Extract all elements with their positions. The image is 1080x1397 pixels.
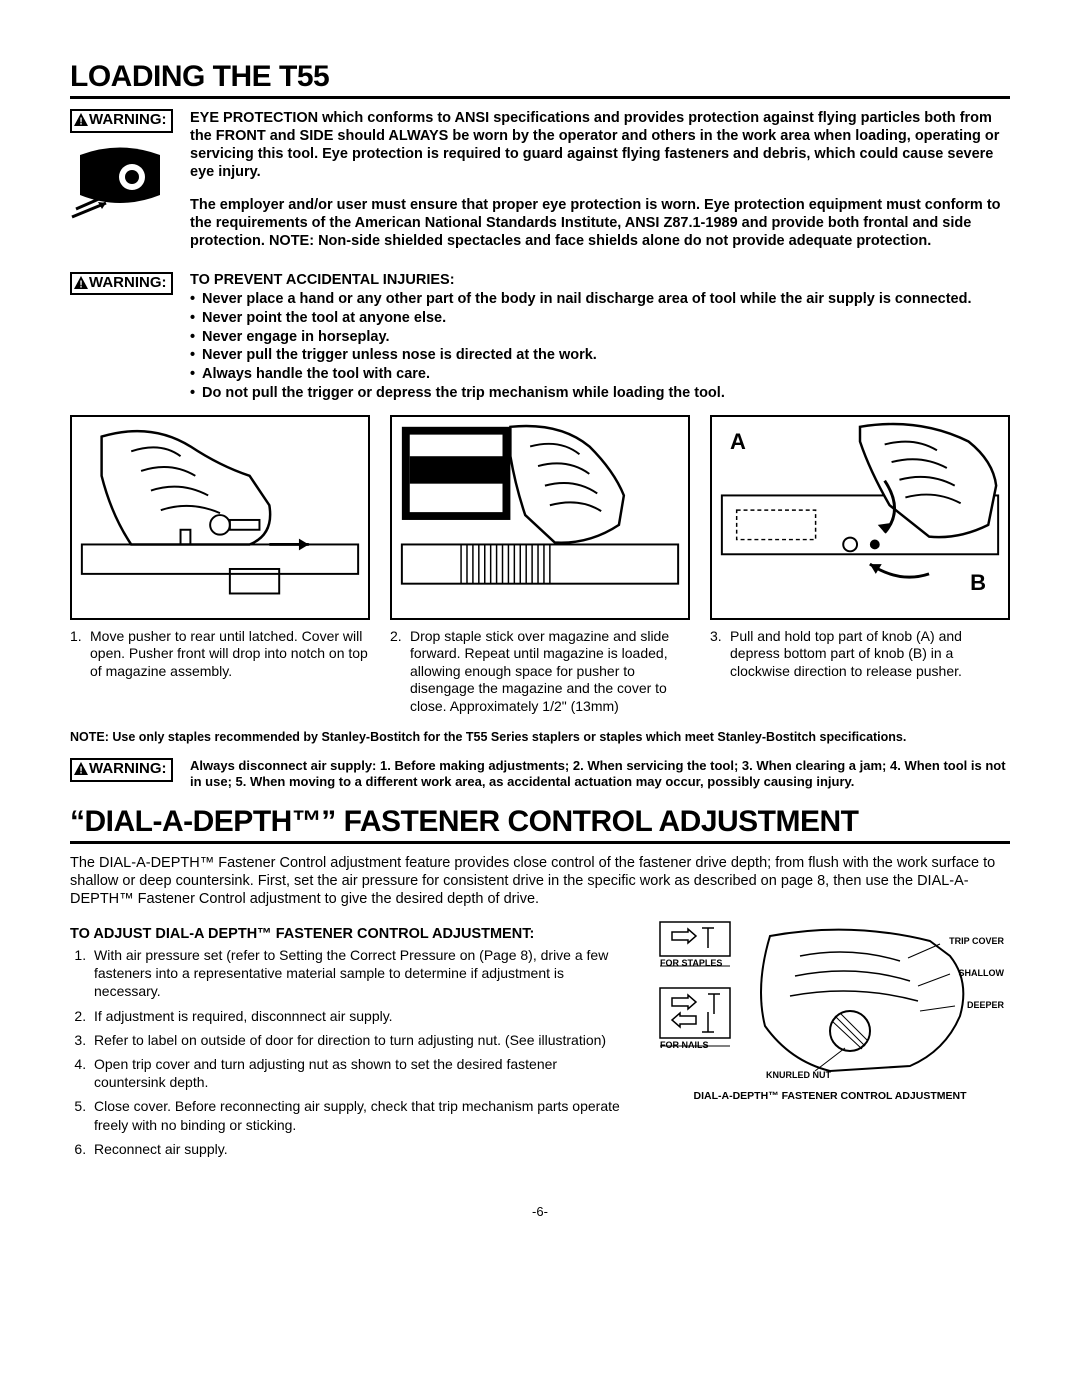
warning-block-1: ! WARNING: EYE PROTECTION which conforms… bbox=[70, 109, 1010, 264]
prevent-list: Never place a hand or any other part of … bbox=[190, 290, 1010, 403]
page-number: -6- bbox=[70, 1204, 1010, 1219]
warning-badge-3: ! WARNING: bbox=[70, 758, 173, 782]
warning-triangle-icon: ! bbox=[74, 276, 88, 294]
step-num: 1. bbox=[70, 628, 90, 681]
diag-label-trip-cover: TRIP COVER bbox=[949, 936, 1004, 946]
adjust-item: Open trip cover and turn adjusting nut a… bbox=[90, 1055, 632, 1091]
prevent-item: Never place a hand or any other part of … bbox=[190, 290, 1010, 309]
diagram-caption: DIAL-A-DEPTH™ FASTENER CONTROL ADJUSTMEN… bbox=[650, 1090, 1010, 1102]
warning-triangle-icon: ! bbox=[74, 762, 88, 780]
adjust-row: TO ADJUST DIAL-A DEPTH™ FASTENER CONTROL… bbox=[70, 916, 1010, 1164]
prevent-item: Never pull the trigger unless nose is di… bbox=[190, 346, 1010, 365]
svg-text:!: ! bbox=[79, 766, 82, 776]
fig3-label-a: A bbox=[730, 429, 746, 455]
eye-protection-paragraph: EYE PROTECTION which conforms to ANSI sp… bbox=[190, 109, 1010, 182]
step-2-caption: 2. Drop staple stick over magazine and s… bbox=[390, 628, 690, 716]
diag-label-knurled-nut: KNURLED NUT bbox=[766, 1070, 831, 1080]
warning-block-2: ! WARNING: TO PREVENT ACCIDENTAL INJURIE… bbox=[70, 272, 1010, 403]
adjust-item: Close cover. Before reconnecting air sup… bbox=[90, 1097, 632, 1133]
step-2: 2. Drop staple stick over magazine and s… bbox=[390, 415, 690, 716]
section1-title: LOADING THE T55 bbox=[70, 60, 1010, 99]
section2-title: “DIAL-A-DEPTH™” FASTENER CONTROL ADJUSTM… bbox=[70, 805, 1010, 844]
svg-text:!: ! bbox=[79, 279, 82, 289]
step-2-figure bbox=[390, 415, 690, 620]
adjust-item: With air pressure set (refer to Setting … bbox=[90, 946, 632, 1001]
warning-badge-1: ! WARNING: bbox=[70, 109, 173, 133]
step-1: 1. Move pusher to rear until latched. Co… bbox=[70, 415, 370, 716]
diag-label-for-staples: FOR STAPLES bbox=[660, 958, 722, 968]
warning-triangle-icon: ! bbox=[74, 113, 88, 131]
fig3-label-b: B bbox=[970, 570, 986, 596]
prevent-item: Always handle the tool with care. bbox=[190, 365, 1010, 384]
prevent-item: Never point the tool at anyone else. bbox=[190, 309, 1010, 328]
adjust-list: With air pressure set (refer to Setting … bbox=[70, 946, 632, 1158]
eye-protection-icon bbox=[70, 145, 190, 230]
svg-text:!: ! bbox=[79, 117, 82, 127]
diag-label-deeper: DEEPER bbox=[967, 1000, 1004, 1010]
step-text: Move pusher to rear until latched. Cover… bbox=[90, 628, 370, 681]
adjust-item: Reconnect air supply. bbox=[90, 1140, 632, 1158]
step-num: 2. bbox=[390, 628, 410, 716]
step-text: Drop staple stick over magazine and slid… bbox=[410, 628, 690, 716]
prevent-item: Never engage in horseplay. bbox=[190, 328, 1010, 347]
to-adjust-heading: TO ADJUST DIAL-A DEPTH™ FASTENER CONTROL… bbox=[70, 926, 632, 942]
disconnect-warning-text: Always disconnect air supply: 1. Before … bbox=[190, 758, 1010, 791]
step-1-caption: 1. Move pusher to rear until latched. Co… bbox=[70, 628, 370, 681]
employer-paragraph: The employer and/or user must ensure tha… bbox=[190, 196, 1010, 250]
diag-label-shallow: SHALLOW bbox=[959, 968, 1005, 978]
prevent-item: Do not pull the trigger or depress the t… bbox=[190, 384, 1010, 403]
warning-block-3: ! WARNING: Always disconnect air supply:… bbox=[70, 758, 1010, 791]
dial-a-depth-diagram: FOR STAPLES FOR NAILS TRIP COVER SHALLOW… bbox=[650, 916, 1010, 1086]
loading-steps-row: 1. Move pusher to rear until latched. Co… bbox=[70, 415, 1010, 716]
warning-badge-2: ! WARNING: bbox=[70, 272, 173, 296]
note-line: NOTE: Use only staples recommended by St… bbox=[70, 729, 1010, 745]
step-3-caption: 3. Pull and hold top part of knob (A) an… bbox=[710, 628, 1010, 681]
step-num: 3. bbox=[710, 628, 730, 681]
step-1-figure bbox=[70, 415, 370, 620]
step-3: A B 3. Pull and hold top part of knob (A… bbox=[710, 415, 1010, 716]
step-text: Pull and hold top part of knob (A) and d… bbox=[730, 628, 1010, 681]
diag-label-for-nails: FOR NAILS bbox=[660, 1040, 709, 1050]
adjust-item: Refer to label on outside of door for di… bbox=[90, 1031, 632, 1049]
adjust-item: If adjustment is required, disconnnect a… bbox=[90, 1007, 632, 1025]
eye-protection-lead: EYE PROTECTION bbox=[190, 110, 318, 126]
adjust-intro: The DIAL-A-DEPTH™ Fastener Control adjus… bbox=[70, 854, 1010, 908]
prevent-heading: TO PREVENT ACCIDENTAL INJURIES: bbox=[190, 272, 1010, 288]
step-3-figure: A B bbox=[710, 415, 1010, 620]
